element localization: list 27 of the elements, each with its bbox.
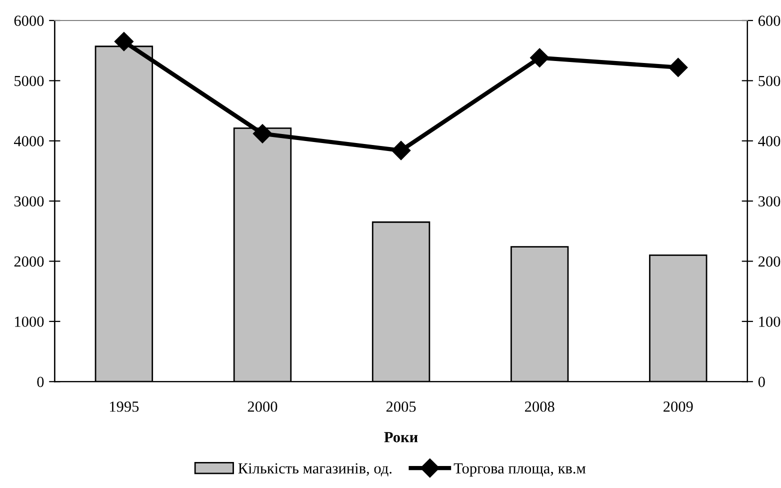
y-tick-label: 1000 xyxy=(15,316,44,327)
point xyxy=(530,48,550,68)
x-tick-label: 1995 xyxy=(110,402,139,412)
point xyxy=(252,124,272,144)
y-tick-label: 3000 xyxy=(14,196,44,207)
y2-tick-label: 200 xyxy=(758,256,780,267)
y-tick-label: 2000 xyxy=(14,256,44,267)
y2-tick-label: 600 xyxy=(758,16,780,26)
x-axis-title: Роки xyxy=(384,432,418,442)
y-tick-label: 0 xyxy=(37,376,44,388)
x-tick-label: 2008 xyxy=(524,402,554,412)
x-tick-label: 2009 xyxy=(664,402,693,412)
y2-tick-label: 500 xyxy=(758,76,780,86)
y2-tick-label: 300 xyxy=(758,196,780,207)
y-tick-label: 6000 xyxy=(14,16,44,26)
y-tick-label: 4000 xyxy=(14,136,44,146)
x-tick-label: 2005 xyxy=(386,402,416,412)
y-tick-label: 5000 xyxy=(14,76,44,86)
y2-tick-label: 0 xyxy=(758,376,765,388)
point xyxy=(114,32,134,52)
y2-tick-label: 100 xyxy=(759,316,780,327)
y2-tick-label: 400 xyxy=(758,136,780,146)
x-tick-label: 2000 xyxy=(248,402,278,412)
legend-label: Кількість магазинів, од. xyxy=(238,463,392,476)
legend-label: Торгова площа, кв.м xyxy=(454,463,586,477)
point xyxy=(392,140,411,160)
point xyxy=(668,58,688,77)
